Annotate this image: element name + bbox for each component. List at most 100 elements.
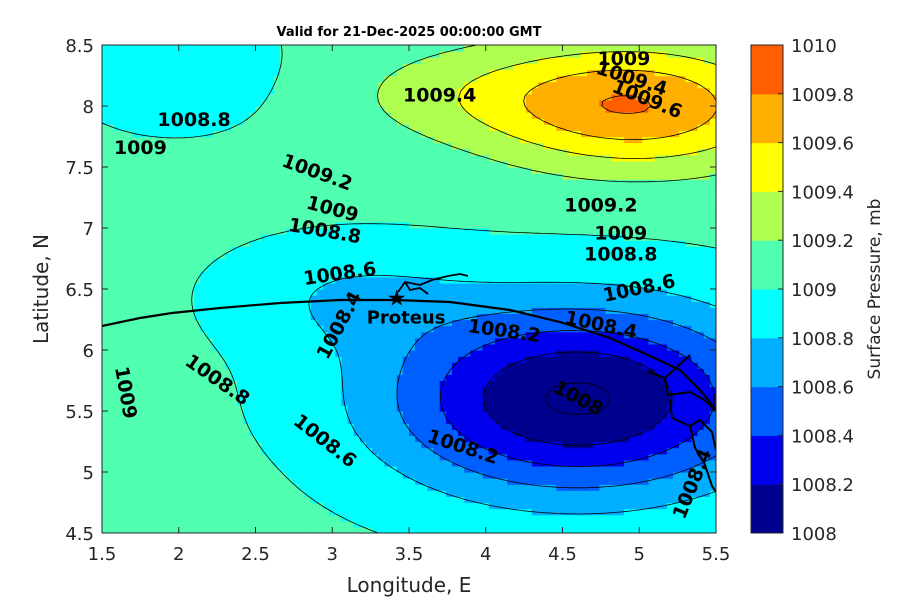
field-cell bbox=[175, 441, 183, 449]
field-cell bbox=[347, 307, 355, 314]
field-cell bbox=[194, 221, 201, 229]
field-cell bbox=[372, 51, 379, 58]
field-cell bbox=[292, 136, 300, 144]
field-cell bbox=[433, 386, 441, 394]
field-cell bbox=[169, 508, 177, 516]
field-cell bbox=[286, 386, 293, 394]
field-cell bbox=[298, 221, 306, 229]
field-cell bbox=[323, 313, 330, 321]
field-cell bbox=[132, 221, 140, 229]
field-cell bbox=[427, 118, 435, 125]
field-cell bbox=[476, 508, 484, 516]
field-cell bbox=[237, 221, 244, 229]
field-cell bbox=[212, 484, 220, 491]
field-cell bbox=[194, 270, 201, 278]
field-cell bbox=[316, 118, 324, 125]
field-cell bbox=[144, 307, 152, 314]
field-cell bbox=[224, 45, 232, 52]
field-cell bbox=[249, 167, 257, 174]
field-cell bbox=[378, 392, 386, 400]
field-cell bbox=[286, 380, 293, 388]
field-cell bbox=[102, 472, 109, 479]
field-cell bbox=[378, 197, 386, 205]
field-cell bbox=[144, 264, 152, 272]
field-cell bbox=[372, 106, 379, 113]
field-cell bbox=[206, 496, 214, 504]
field-cell bbox=[230, 490, 238, 497]
field-cell bbox=[273, 228, 281, 235]
field-cell bbox=[347, 350, 355, 357]
field-cell bbox=[280, 490, 287, 497]
field-cell bbox=[206, 148, 214, 156]
field-cell bbox=[439, 258, 447, 266]
field-cell bbox=[163, 154, 171, 162]
field-cell bbox=[384, 307, 392, 314]
field-cell bbox=[200, 81, 207, 89]
field-cell bbox=[267, 51, 275, 58]
field-cell bbox=[341, 185, 349, 192]
field-cell bbox=[396, 423, 404, 430]
field-cell bbox=[138, 191, 146, 199]
field-cell bbox=[445, 459, 453, 467]
field-cell bbox=[304, 331, 312, 339]
field-cell bbox=[335, 112, 343, 119]
field-cell bbox=[218, 270, 226, 278]
field-cell bbox=[470, 63, 478, 70]
field-cell bbox=[175, 368, 183, 375]
field-cell bbox=[255, 295, 263, 302]
field-cell bbox=[157, 404, 164, 412]
field-cell bbox=[390, 258, 398, 266]
field-cell bbox=[255, 429, 263, 436]
field-cell bbox=[224, 295, 232, 302]
field-cell bbox=[151, 112, 158, 119]
field-cell bbox=[421, 386, 429, 394]
field-cell bbox=[212, 423, 220, 430]
field-cell bbox=[230, 69, 238, 77]
field-cell bbox=[120, 441, 128, 449]
field-cell bbox=[390, 490, 398, 497]
field-cell bbox=[439, 57, 447, 64]
field-cell bbox=[126, 472, 134, 479]
field-cell bbox=[384, 484, 392, 491]
field-cell bbox=[280, 380, 287, 388]
field-cell bbox=[433, 106, 441, 113]
field-cell bbox=[224, 99, 232, 107]
field-cell bbox=[316, 167, 324, 174]
field-cell bbox=[237, 502, 244, 510]
field-cell bbox=[230, 447, 238, 455]
field-cell bbox=[212, 234, 220, 241]
field-cell bbox=[298, 63, 306, 70]
field-cell bbox=[280, 118, 287, 125]
field-cell bbox=[169, 350, 177, 357]
field-cell bbox=[181, 472, 189, 479]
field-cell bbox=[470, 264, 478, 272]
field-cell bbox=[464, 472, 471, 479]
field-cell bbox=[151, 429, 158, 436]
field-cell bbox=[353, 356, 361, 363]
field-cell bbox=[409, 69, 416, 77]
field-cell bbox=[206, 502, 214, 510]
field-cell bbox=[255, 234, 263, 241]
field-cell bbox=[366, 185, 373, 192]
field-cell bbox=[224, 404, 232, 412]
field-cell bbox=[230, 57, 238, 64]
field-cell bbox=[280, 185, 287, 192]
field-cell bbox=[218, 429, 226, 436]
field-cell bbox=[335, 386, 343, 394]
field-cell bbox=[402, 45, 410, 52]
field-cell bbox=[108, 124, 115, 131]
field-cell bbox=[470, 386, 478, 394]
field-cell bbox=[316, 179, 324, 186]
field-cell bbox=[298, 179, 306, 186]
field-cell bbox=[194, 435, 201, 443]
field-cell bbox=[298, 276, 306, 284]
field-cell bbox=[329, 502, 336, 510]
field-cell bbox=[372, 179, 379, 186]
field-cell bbox=[132, 118, 140, 125]
field-cell bbox=[402, 93, 410, 101]
field-cell bbox=[347, 81, 355, 89]
field-cell bbox=[218, 106, 226, 113]
field-cell bbox=[163, 173, 171, 180]
field-cell bbox=[353, 386, 361, 394]
field-cell bbox=[237, 411, 244, 418]
